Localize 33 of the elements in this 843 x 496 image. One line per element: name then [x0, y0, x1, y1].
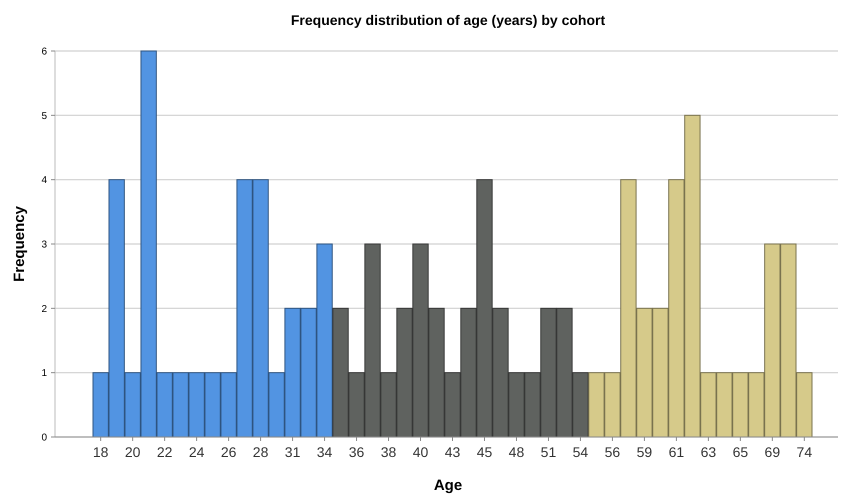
- x-tick-label: 69: [764, 444, 780, 460]
- y-tick-label: 6: [41, 46, 48, 58]
- x-tick-label: 22: [156, 444, 173, 460]
- x-tick-label: 43: [444, 444, 460, 460]
- x-tick-label: 26: [220, 444, 237, 460]
- chart-title: Frequency distribution of age (years) by cohort: [290, 12, 606, 28]
- x-tick-label: 56: [604, 444, 620, 460]
- x-tick-label: 31: [284, 444, 301, 460]
- x-tick-label: 51: [540, 444, 556, 460]
- y-tick-label: 3: [41, 240, 48, 250]
- x-tick-label: 40: [412, 444, 429, 460]
- x-tick-label: 61: [668, 444, 684, 460]
- x-tick-label: 38: [380, 444, 397, 460]
- y-tick-label: 5: [41, 110, 48, 122]
- y-tick-label: 4: [41, 175, 48, 186]
- x-tick-label: 45: [476, 444, 492, 460]
- y-tick-label: 2: [41, 304, 48, 315]
- x-tick-label: 20: [124, 444, 141, 460]
- x-tick-label: 63: [700, 444, 716, 460]
- y-tick-label: 0: [41, 432, 48, 444]
- x-tick-label: 74: [796, 444, 812, 460]
- x-axis-title: Age: [434, 477, 462, 494]
- x-tick-label: 65: [732, 444, 748, 460]
- x-tick-label: 24: [188, 444, 205, 460]
- x-tick-label: 36: [348, 444, 365, 460]
- x-tick-label: 34: [316, 444, 333, 460]
- x-tick-label: 48: [508, 444, 524, 460]
- x-tick-label: 18: [92, 444, 109, 460]
- x-tick-label: 59: [636, 444, 652, 460]
- x-tick-label: 54: [572, 444, 588, 460]
- x-tick-label: 28: [252, 444, 269, 460]
- y-axis-title: Frequency: [11, 205, 28, 282]
- y-tick-label: 1: [41, 368, 48, 380]
